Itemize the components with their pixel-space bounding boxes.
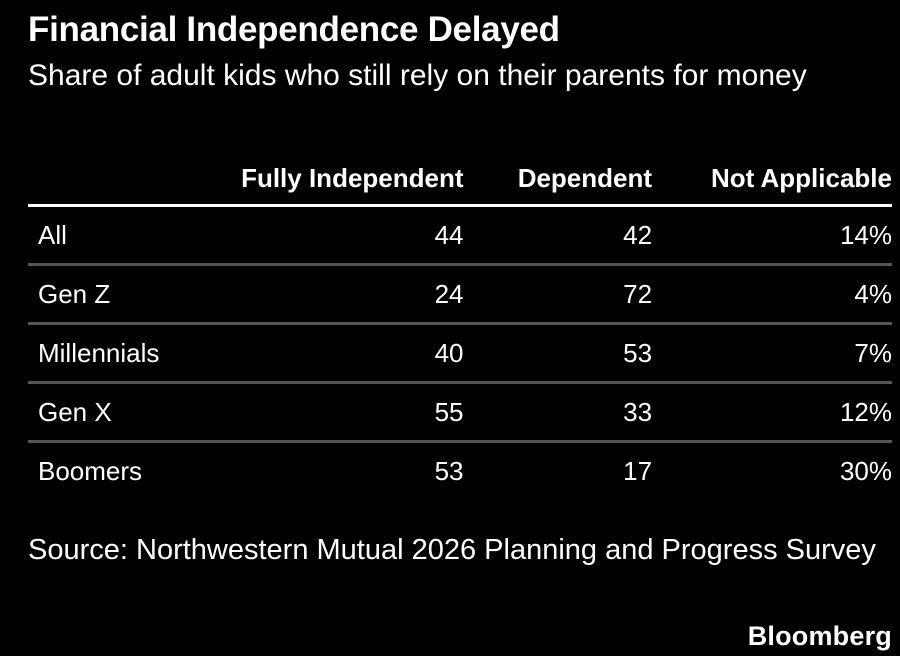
- fully-independent-cell: 24: [214, 264, 464, 325]
- table-row: Gen Z 24 72 4%: [28, 264, 892, 325]
- bloomberg-logo: Bloomberg: [747, 621, 892, 651]
- header-row-label: [28, 152, 215, 207]
- dependent-cell: 17: [623, 455, 653, 486]
- not-applicable-cell: 7%: [652, 323, 892, 384]
- header-fully-independent: Fully Independent: [214, 152, 464, 207]
- header-not-applicable: Not Applicable: [652, 152, 892, 207]
- not-applicable-cell: 12%: [652, 382, 892, 443]
- dependent-cell: 53: [463, 323, 653, 384]
- chart-subtitle: Share of adult kids who still rely on th…: [28, 59, 807, 92]
- not-applicable-cell: 30%: [839, 455, 892, 486]
- row-label: Boomers: [38, 455, 143, 486]
- table-row: Boomers 53 17 30%: [28, 442, 892, 500]
- row-label: All: [28, 205, 215, 266]
- source-note: Source: Northwestern Mutual 2026 Plannin…: [28, 534, 876, 566]
- row-label: Gen Z: [28, 264, 215, 325]
- fully-independent-cell: 40: [214, 323, 464, 384]
- row-label: Gen X: [28, 382, 215, 443]
- data-table: Fully Independent Dependent Not Applicab…: [28, 152, 892, 499]
- not-applicable-cell: 14%: [652, 205, 892, 266]
- table-row: Millennials 40 53 7%: [28, 323, 892, 384]
- dependent-cell: 42: [463, 205, 653, 266]
- row-label: Millennials: [28, 323, 215, 384]
- dependent-cell: 72: [463, 264, 653, 325]
- fully-independent-cell: 53: [434, 455, 464, 486]
- fully-independent-cell: 55: [214, 382, 464, 443]
- chart-title: Financial Independence Delayed: [28, 10, 560, 49]
- dependent-cell: 33: [463, 382, 653, 443]
- not-applicable-cell: 4%: [652, 264, 892, 325]
- table-row: All 44 42 14%: [28, 205, 892, 266]
- fully-independent-cell: 44: [214, 205, 464, 266]
- table-header-row: Fully Independent Dependent Not Applicab…: [28, 152, 892, 207]
- table-row: Gen X 55 33 12%: [28, 382, 892, 443]
- header-dependent: Dependent: [463, 152, 653, 207]
